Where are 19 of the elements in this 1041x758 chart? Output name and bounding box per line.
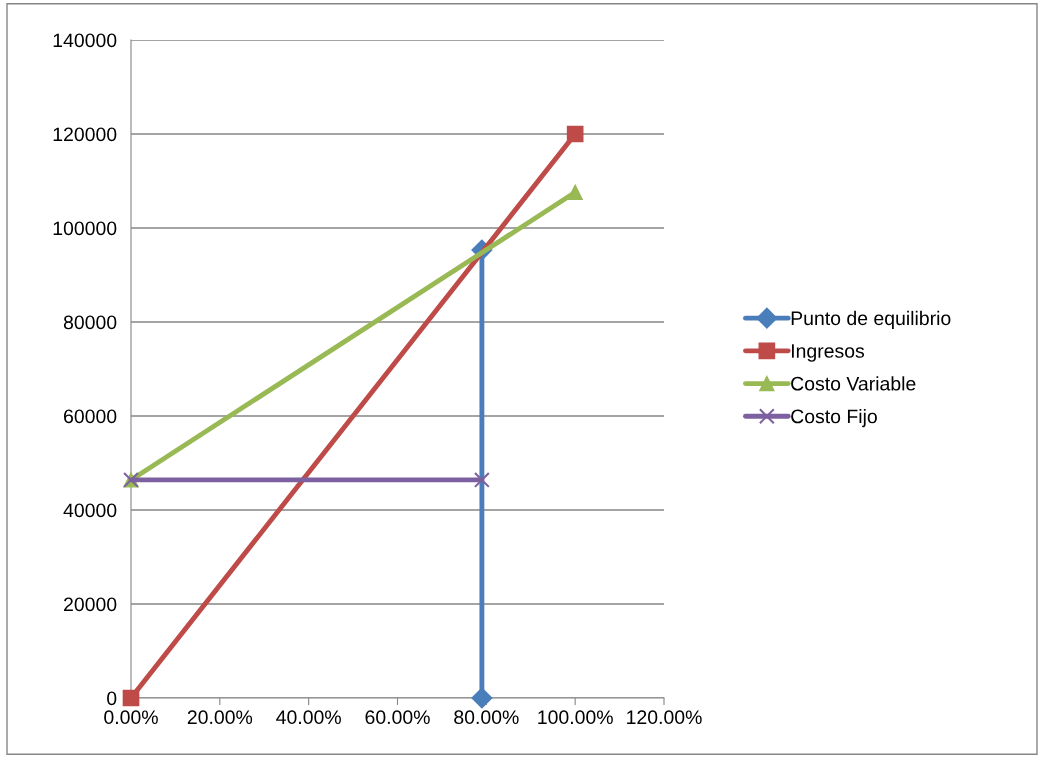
legend-label: Costo Variable (791, 376, 916, 391)
y-tick-label: 100000 (53, 221, 117, 236)
y-tick-label: 40000 (63, 503, 117, 518)
y-tick-label: 0 (107, 691, 117, 706)
x-tick-label: 120.00% (627, 710, 702, 725)
x-tick-label: 0.00% (104, 710, 158, 725)
x-tick-label: 40.00% (276, 710, 341, 725)
x-tick-label: 100.00% (538, 710, 613, 725)
y-tick-label: 20000 (64, 597, 117, 612)
y-tick-label: 120000 (53, 127, 117, 142)
y-tick-label: 60000 (64, 409, 117, 424)
y-tick-label: 140000 (53, 33, 117, 48)
legend-label: Punto de equilibrio (791, 310, 951, 329)
legend-label: Costo Fijo (791, 409, 877, 428)
x-tick-label: 80.00% (454, 710, 519, 725)
x-tick-label: 60.00% (365, 710, 430, 725)
y-tick-label: 80000 (63, 315, 117, 330)
x-tick-label: 20.00% (187, 710, 253, 725)
legend-label: Ingresos (791, 344, 865, 362)
